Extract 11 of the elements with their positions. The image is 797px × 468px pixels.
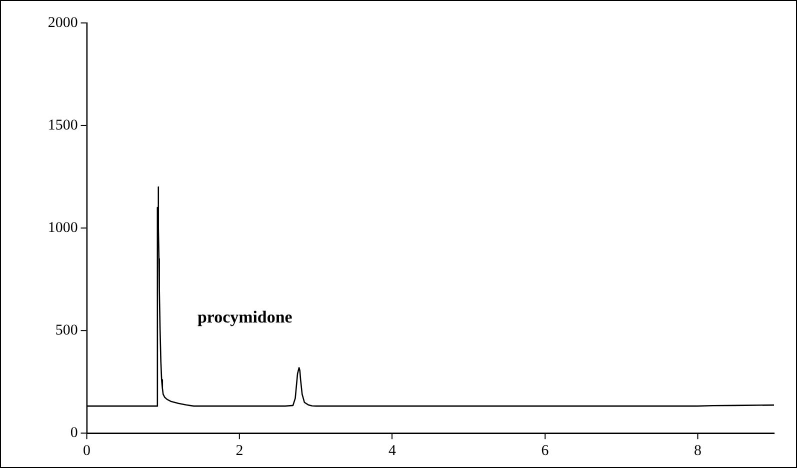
x-tick-label: 0 [83,443,91,459]
annotation: procymidone [197,308,293,327]
y-tick-label: 2000 [48,14,78,31]
y-tick-label: 1000 [48,220,78,236]
x-tick-label: 4 [388,443,397,459]
x-tick-label: 6 [541,443,550,459]
y-tick-label: 500 [55,322,78,339]
x-tick-label: 2 [236,443,244,459]
x-tick-label: 8 [694,443,702,459]
y-tick-label: 1500 [48,117,78,134]
y-tick-label: 0 [70,425,78,442]
